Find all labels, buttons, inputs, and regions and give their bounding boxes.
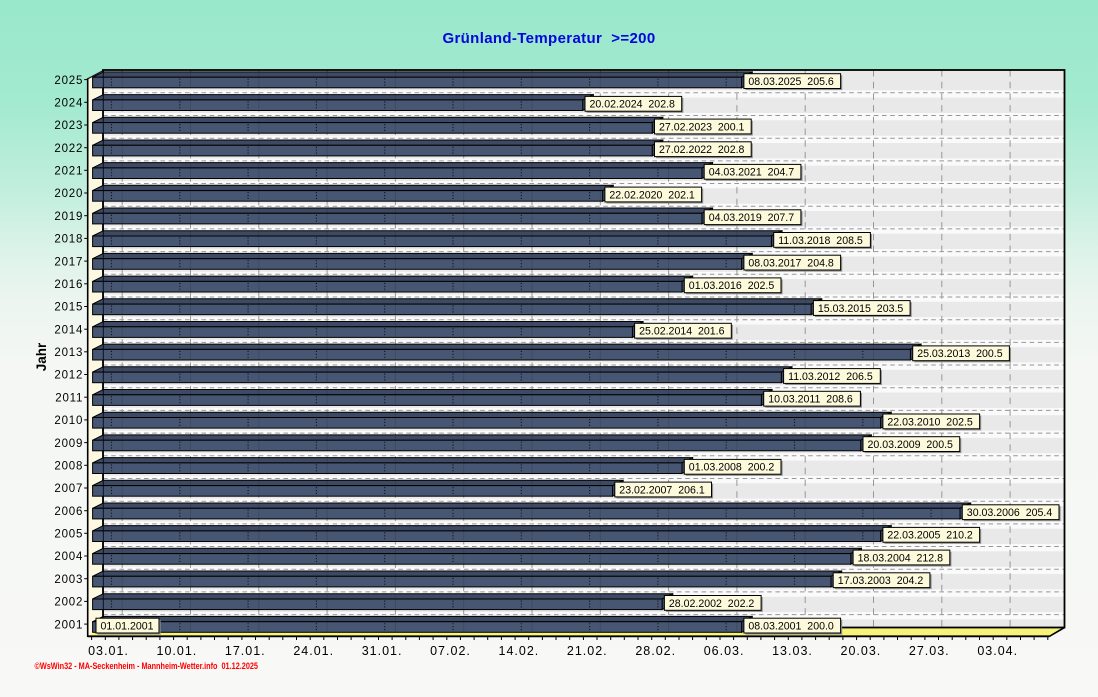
- svg-text:20.03.: 20.03.: [841, 644, 882, 658]
- svg-text:11.03.2018 208.5: 11.03.2018 208.5: [778, 235, 863, 247]
- svg-text:2017: 2017: [54, 256, 83, 268]
- svg-text:2015: 2015: [54, 302, 83, 314]
- svg-text:2003: 2003: [54, 574, 83, 586]
- svg-text:2018: 2018: [54, 234, 83, 246]
- svg-text:2020: 2020: [54, 188, 83, 200]
- svg-text:04.03.2021 204.7: 04.03.2021 204.7: [709, 167, 795, 179]
- svg-text:08.03.2017 204.8: 08.03.2017 204.8: [748, 258, 834, 270]
- svg-text:27.02.2023 200.1: 27.02.2023 200.1: [659, 121, 745, 133]
- svg-text:03.01.: 03.01.: [88, 644, 129, 658]
- svg-text:22.03.2010 202.5: 22.03.2010 202.5: [887, 416, 973, 428]
- svg-text:25.03.2013 200.5: 25.03.2013 200.5: [917, 348, 1003, 360]
- svg-text:27.02.2022 202.8: 27.02.2022 202.8: [659, 144, 745, 156]
- svg-text:27.03.: 27.03.: [909, 644, 950, 658]
- svg-text:03.04.: 03.04.: [977, 644, 1018, 658]
- svg-text:18.03.2004 212.8: 18.03.2004 212.8: [858, 552, 944, 564]
- svg-text:2016: 2016: [54, 279, 83, 291]
- svg-text:2023: 2023: [54, 120, 83, 132]
- svg-text:23.02.2007 206.1: 23.02.2007 206.1: [619, 484, 705, 496]
- svg-text:01.01.2001: 01.01.2001: [101, 621, 154, 633]
- svg-text:17.01.: 17.01.: [225, 644, 266, 658]
- svg-text:Jahr: Jahr: [34, 342, 49, 371]
- svg-text:20.03.2009 200.5: 20.03.2009 200.5: [868, 439, 954, 451]
- svg-text:22.02.2020 202.1: 22.02.2020 202.1: [609, 189, 695, 201]
- svg-text:28.02.: 28.02.: [635, 644, 676, 658]
- svg-text:13.03.: 13.03.: [772, 644, 813, 658]
- svg-text:11.03.2012 206.5: 11.03.2012 206.5: [788, 371, 873, 383]
- svg-text:01.03.2008 200.2: 01.03.2008 200.2: [689, 462, 775, 474]
- svg-text:10.03.2011 208.6: 10.03.2011 208.6: [768, 394, 853, 406]
- svg-text:2021: 2021: [54, 166, 83, 178]
- svg-text:2024: 2024: [54, 98, 83, 110]
- svg-text:©WsWin32 - MA-Seckenheim - Man: ©WsWin32 - MA-Seckenheim - Mannheim-Wett…: [35, 661, 259, 671]
- svg-text:2013: 2013: [54, 347, 83, 359]
- svg-text:2007: 2007: [54, 483, 83, 495]
- svg-text:2022: 2022: [54, 143, 83, 155]
- svg-text:2009: 2009: [54, 438, 83, 450]
- svg-text:07.02.: 07.02.: [430, 644, 471, 658]
- svg-text:17.03.2003 204.2: 17.03.2003 204.2: [838, 575, 924, 587]
- svg-text:20.02.2024 202.8: 20.02.2024 202.8: [590, 99, 676, 111]
- svg-text:2004: 2004: [54, 551, 83, 563]
- svg-text:2001: 2001: [54, 619, 83, 631]
- svg-text:14.02.: 14.02.: [499, 644, 540, 658]
- svg-text:30.03.2006 205.4: 30.03.2006 205.4: [967, 507, 1053, 519]
- svg-text:2002: 2002: [54, 597, 83, 609]
- svg-text:24.01.: 24.01.: [293, 644, 334, 658]
- svg-text:10.01.: 10.01.: [157, 644, 198, 658]
- svg-text:25.02.2014 201.6: 25.02.2014 201.6: [639, 326, 725, 338]
- svg-text:2014: 2014: [54, 324, 83, 336]
- svg-text:15.03.2015 203.5: 15.03.2015 203.5: [818, 303, 904, 315]
- svg-text:Grünland-Temperatur >=200: Grünland-Temperatur >=200: [442, 30, 655, 47]
- svg-text:21.02.: 21.02.: [567, 644, 608, 658]
- svg-text:06.03.: 06.03.: [704, 644, 745, 658]
- svg-text:2008: 2008: [54, 461, 83, 473]
- svg-text:2019: 2019: [54, 211, 83, 223]
- svg-text:2010: 2010: [54, 415, 83, 427]
- svg-text:22.03.2005 210.2: 22.03.2005 210.2: [887, 530, 973, 542]
- svg-text:04.03.2019 207.7: 04.03.2019 207.7: [709, 212, 795, 224]
- svg-text:2005: 2005: [54, 529, 83, 541]
- svg-text:08.03.2025 205.6: 08.03.2025 205.6: [748, 76, 834, 88]
- svg-text:2012: 2012: [54, 370, 83, 382]
- svg-text:08.03.2001 200.0: 08.03.2001 200.0: [748, 621, 834, 633]
- svg-text:2025: 2025: [54, 75, 83, 87]
- svg-text:2006: 2006: [54, 506, 83, 518]
- svg-text:28.02.2002 202.2: 28.02.2002 202.2: [669, 598, 755, 610]
- svg-text:01.03.2016 202.5: 01.03.2016 202.5: [689, 280, 775, 292]
- svg-text:2011: 2011: [55, 392, 83, 404]
- svg-text:31.01.: 31.01.: [362, 644, 403, 658]
